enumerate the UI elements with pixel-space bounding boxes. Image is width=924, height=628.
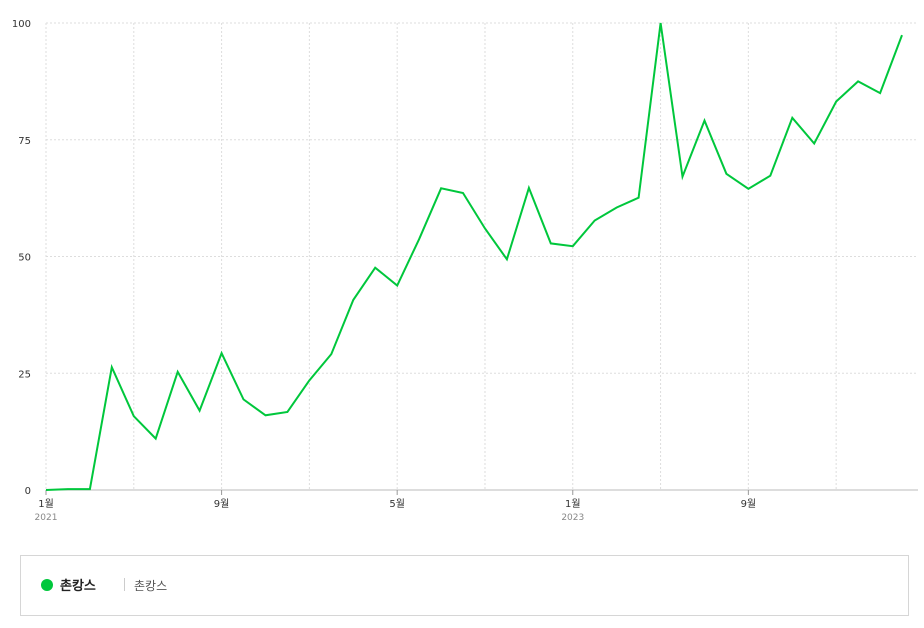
y-tick-label: 50 [18,253,31,264]
legend-series-name[interactable]: 촌캉스 [60,579,96,594]
grid-lines [45,22,918,491]
y-tick-label: 100 [12,19,31,30]
y-tick-label: 25 [18,369,31,380]
legend: 촌캉스 촌캉스 [20,555,909,616]
series-layer [45,22,903,491]
x-tick-label: 5월 [389,498,405,510]
x-tick-label: 9월 [214,498,230,510]
legend-series-sub: 촌캉스 [134,579,168,593]
x-tick-label: 9월 [741,498,757,510]
x-tick-label: 1월 [38,498,54,510]
x-tick-label: 1월 [565,498,581,510]
legend-color-dot-icon [41,579,53,591]
legend-separator [124,578,125,591]
x-year-label: 2021 [35,513,58,523]
x-year-label: 2023 [561,513,584,523]
y-tick-label: 0 [25,486,31,497]
y-tick-label: 75 [18,136,31,147]
line-chart: 0 25 50 75 100 1월 2021 9월 5월 1월 2023 9월 [12,19,918,523]
axis-labels: 0 25 50 75 100 1월 2021 9월 5월 1월 2023 9월 [12,19,756,523]
series-line[interactable] [45,22,903,491]
